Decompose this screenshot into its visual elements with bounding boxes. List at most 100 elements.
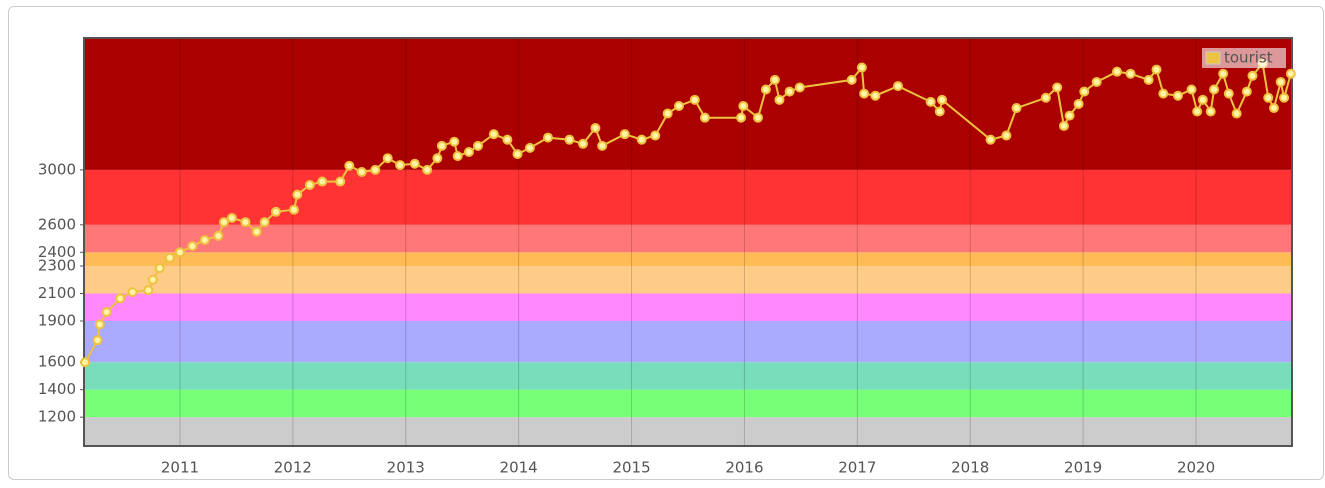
x-tick-label: 2012 xyxy=(274,459,312,477)
legend-box xyxy=(1202,48,1286,68)
rating-point xyxy=(1158,88,1169,99)
rating-point xyxy=(1263,92,1274,103)
rating-band xyxy=(84,38,1292,170)
x-tick-label: 2013 xyxy=(387,459,425,477)
rating-point xyxy=(859,88,870,99)
rating-point xyxy=(1209,84,1220,95)
rating-band xyxy=(84,417,1292,446)
rating-point xyxy=(251,226,262,237)
legend-label: tourist xyxy=(1224,49,1273,67)
x-tick-label: 2016 xyxy=(725,459,763,477)
rating-point xyxy=(524,142,535,153)
rating-band xyxy=(84,389,1292,418)
rating-point xyxy=(736,112,747,123)
x-tick-label: 2017 xyxy=(838,459,876,477)
rating-point xyxy=(564,134,575,145)
rating-point xyxy=(92,335,103,346)
rating-band xyxy=(84,362,1292,390)
rating-point xyxy=(356,166,367,177)
legend-swatch xyxy=(1205,51,1221,65)
rating-point xyxy=(317,176,328,187)
rating-point xyxy=(650,130,661,141)
rating-point xyxy=(94,319,105,330)
rating-point xyxy=(1279,92,1290,103)
rating-point xyxy=(304,179,315,190)
rating-point xyxy=(1231,108,1242,119)
rating-point xyxy=(154,263,165,274)
rating-point xyxy=(934,106,945,117)
rating-point xyxy=(1052,82,1063,93)
rating-point xyxy=(288,204,299,215)
rating-point xyxy=(892,81,903,92)
rating-point xyxy=(1011,103,1022,114)
rating-point xyxy=(578,138,589,149)
rating-band xyxy=(84,293,1292,321)
rating-point xyxy=(292,189,303,200)
rating-point xyxy=(590,122,601,133)
rating-point xyxy=(473,140,484,151)
rating-point xyxy=(101,307,112,318)
rating-point xyxy=(1091,76,1102,87)
rating-point xyxy=(1064,110,1075,121)
rating-point xyxy=(870,90,881,101)
rating-point xyxy=(1285,68,1296,79)
rating-point xyxy=(1218,68,1229,79)
rating-point xyxy=(1247,70,1258,81)
rating-point xyxy=(270,206,281,217)
rating-point xyxy=(240,217,251,228)
rating-point xyxy=(452,151,463,162)
rating-band xyxy=(84,252,1292,267)
x-tick-label: 2014 xyxy=(500,459,538,477)
rating-point xyxy=(502,134,513,145)
rating-point xyxy=(1241,86,1252,97)
y-tick-label: 1900 xyxy=(38,311,76,329)
rating-point xyxy=(463,147,474,158)
rating-point xyxy=(1223,88,1234,99)
rating-point xyxy=(1186,84,1197,95)
rating-point xyxy=(1268,103,1279,114)
y-tick-label: 2300 xyxy=(38,257,76,275)
rating-point xyxy=(985,134,996,145)
rating-point xyxy=(115,293,126,304)
chart-frame xyxy=(8,6,1324,480)
x-tick-label: 2018 xyxy=(951,459,989,477)
rating-point xyxy=(80,357,91,368)
rating-point xyxy=(856,62,867,73)
rating-point xyxy=(1151,64,1162,75)
rating-point xyxy=(784,86,795,97)
rating-point xyxy=(344,160,355,171)
rating-point xyxy=(395,160,406,171)
rating-point xyxy=(1172,90,1183,101)
rating-point xyxy=(760,84,771,95)
rating-point xyxy=(597,140,608,151)
rating-point xyxy=(1192,106,1203,117)
rating-point xyxy=(1112,66,1123,77)
y-tick-label: 1200 xyxy=(38,408,76,426)
rating-point xyxy=(143,285,154,296)
rating-point xyxy=(1079,86,1090,97)
rating-point xyxy=(147,274,158,285)
rating-point xyxy=(174,247,185,258)
rating-point xyxy=(774,94,785,105)
rating-point xyxy=(432,153,443,164)
rating-point xyxy=(1040,92,1051,103)
rating-band xyxy=(84,320,1292,363)
rating-point xyxy=(689,94,700,105)
rating-point xyxy=(1197,94,1208,105)
y-tick-label: 1400 xyxy=(38,380,76,398)
x-tick-label: 2011 xyxy=(161,459,199,477)
rating-point xyxy=(1205,106,1216,117)
rating-point xyxy=(794,82,805,93)
y-tick-label: 2600 xyxy=(38,215,76,233)
rating-band xyxy=(84,224,1292,253)
rating-point xyxy=(752,112,763,123)
rating-point xyxy=(370,164,381,175)
rating-point xyxy=(1058,120,1069,131)
rating-point xyxy=(164,252,175,263)
rating-band xyxy=(84,266,1292,294)
rating-point xyxy=(226,212,237,223)
x-tick-label: 2015 xyxy=(612,459,650,477)
plot-border xyxy=(83,37,1293,447)
rating-point xyxy=(409,158,420,169)
